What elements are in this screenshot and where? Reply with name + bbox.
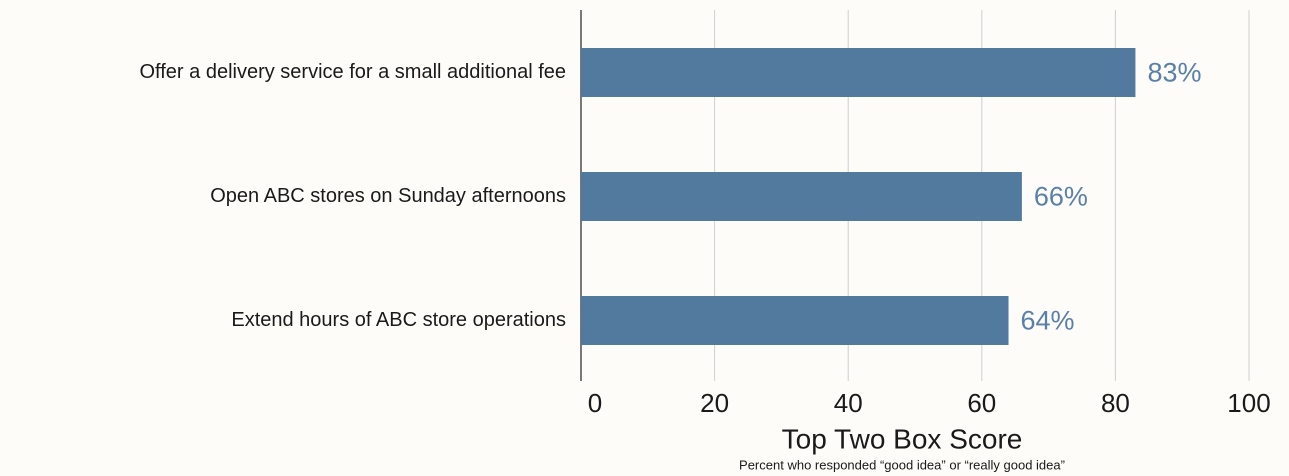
x-tick-label: 100 bbox=[1227, 388, 1270, 418]
y-tick-label: Offer a delivery service for a small add… bbox=[140, 61, 567, 83]
value-label: 66% bbox=[1034, 182, 1088, 212]
bar bbox=[581, 172, 1022, 221]
x-tick-label: 60 bbox=[967, 388, 996, 418]
value-label: 64% bbox=[1021, 306, 1075, 336]
y-tick-label: Open ABC stores on Sunday afternoons bbox=[210, 185, 566, 207]
x-axis-note: Percent who responded “good idea” or “re… bbox=[739, 457, 1065, 472]
bar bbox=[581, 296, 1009, 345]
x-tick-label: 0 bbox=[588, 388, 602, 418]
y-tick-label: Extend hours of ABC store operations bbox=[231, 309, 566, 331]
value-label: 83% bbox=[1147, 58, 1201, 88]
x-tick-label: 40 bbox=[834, 388, 863, 418]
x-axis-label: Top Two Box Score bbox=[782, 423, 1023, 454]
x-tick-label: 80 bbox=[1101, 388, 1130, 418]
x-tick-label: 20 bbox=[700, 388, 729, 418]
bar bbox=[581, 48, 1136, 97]
